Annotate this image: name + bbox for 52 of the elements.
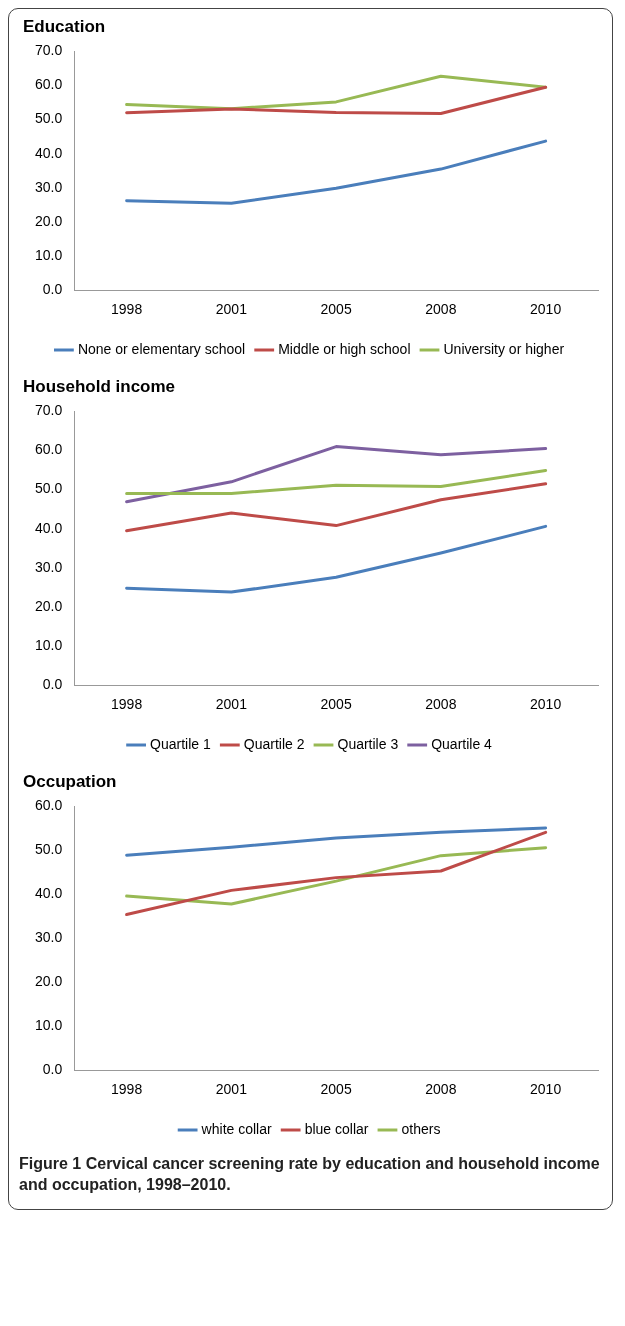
- x-tick-label: 1998: [111, 1081, 143, 1098]
- x-tick-label: 2010: [530, 1081, 562, 1098]
- legend-label: Quartile 4: [431, 735, 493, 752]
- legend-label: Quartile 1: [150, 735, 212, 752]
- y-tick-label: 60.0: [35, 76, 63, 93]
- y-tick-label: 60.0: [35, 797, 63, 814]
- y-tick-label: 0.0: [42, 676, 63, 693]
- x-tick-label: 1998: [111, 696, 143, 713]
- legend-label: white collar: [200, 1120, 272, 1137]
- x-tick-label: 2008: [425, 1081, 457, 1098]
- y-tick-label: 30.0: [35, 929, 63, 946]
- legend-label: others: [401, 1120, 441, 1137]
- x-tick-label: 2008: [425, 301, 457, 318]
- x-tick-label: 2005: [320, 301, 352, 318]
- y-tick-label: 40.0: [35, 144, 63, 161]
- y-tick-label: 10.0: [35, 246, 63, 263]
- y-tick-label: 0.0: [42, 281, 63, 298]
- y-tick-label: 30.0: [35, 558, 63, 575]
- legend-label: None or elementary school: [77, 340, 246, 357]
- y-tick-label: 50.0: [35, 110, 63, 127]
- y-tick-label: 50.0: [35, 480, 63, 497]
- legend-label: Middle or high school: [278, 340, 411, 357]
- legend-label: Quartile 3: [337, 735, 399, 752]
- y-tick-label: 20.0: [35, 973, 63, 990]
- x-tick-label: 1998: [111, 301, 143, 318]
- x-tick-label: 2001: [215, 301, 248, 318]
- chart-title: Household income: [23, 376, 176, 396]
- y-tick-label: 40.0: [35, 885, 63, 902]
- y-tick-label: 20.0: [35, 212, 63, 229]
- chart-title: Occupation: [23, 771, 117, 791]
- y-tick-label: 40.0: [35, 519, 63, 536]
- y-tick-label: 70.0: [35, 402, 63, 419]
- y-tick-label: 70.0: [35, 42, 63, 59]
- y-tick-label: 50.0: [35, 841, 63, 858]
- x-tick-label: 2010: [530, 696, 562, 713]
- y-tick-label: 0.0: [42, 1061, 63, 1078]
- y-tick-label: 20.0: [35, 597, 63, 614]
- y-tick-label: 60.0: [35, 441, 63, 458]
- y-tick-label: 30.0: [35, 178, 63, 195]
- x-tick-label: 2001: [215, 1081, 248, 1098]
- x-tick-label: 2005: [320, 1081, 352, 1098]
- y-tick-label: 10.0: [35, 636, 63, 653]
- x-tick-label: 2001: [215, 696, 248, 713]
- x-tick-label: 2008: [425, 696, 457, 713]
- legend-label: blue collar: [304, 1120, 369, 1137]
- y-tick-label: 10.0: [35, 1017, 63, 1034]
- legend-label: University or higher: [443, 340, 565, 357]
- x-tick-label: 2005: [320, 696, 352, 713]
- chart-title: Education: [23, 16, 106, 36]
- x-tick-label: 2010: [530, 301, 562, 318]
- legend-label: Quartile 2: [243, 735, 305, 752]
- caption: Figure 1 Cervical cancer screening rate by education and household income and occupation, 1998–2010.: [19, 1154, 601, 1195]
